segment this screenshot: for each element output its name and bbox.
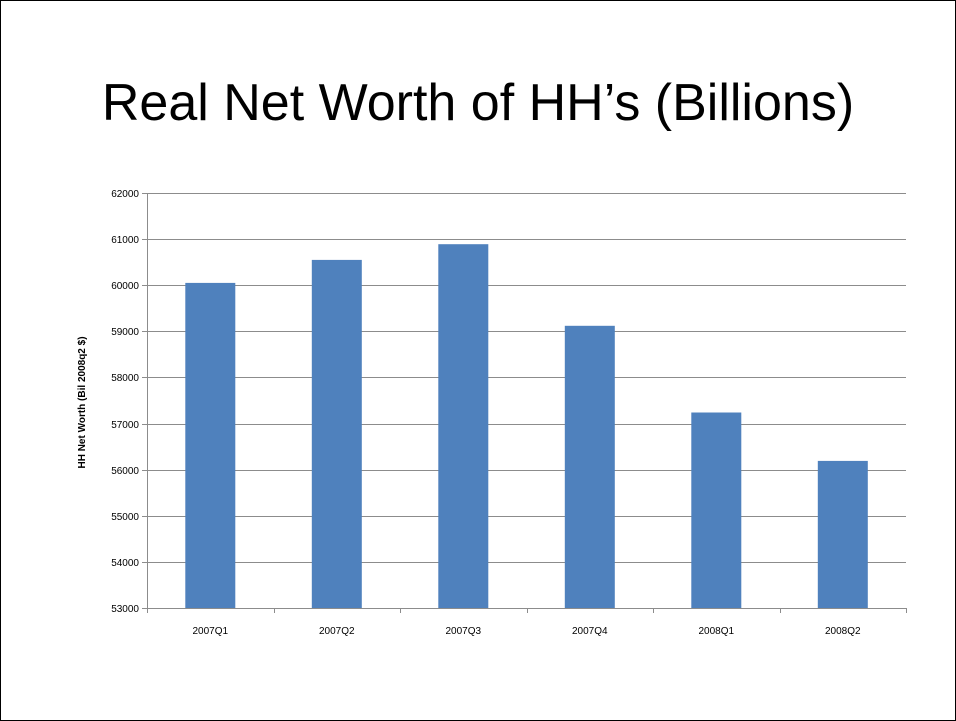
tick-labels: 53000 54000 55000 56000 57000 58000 59000 60000… bbox=[111, 189, 861, 637]
bar bbox=[691, 412, 742, 608]
y-tick-label: 54000 bbox=[111, 558, 139, 569]
x-tick-label: 2007Q4 bbox=[572, 626, 608, 637]
bar bbox=[311, 259, 362, 608]
y-tick-label: 59000 bbox=[111, 327, 139, 338]
y-tick-label: 53000 bbox=[111, 604, 139, 615]
y-tick-label: 57000 bbox=[111, 420, 139, 431]
bar bbox=[185, 282, 236, 608]
x-tick-label: 2007Q2 bbox=[319, 626, 355, 637]
bar bbox=[438, 244, 489, 608]
x-tick-label: 2007Q1 bbox=[193, 626, 229, 637]
y-tick-label: 62000 bbox=[111, 189, 139, 200]
y-tick-label: 60000 bbox=[111, 281, 139, 292]
slide-title: Real Net Worth of HH’s (Billions) bbox=[101, 74, 855, 132]
bar bbox=[817, 460, 868, 608]
x-tick-label: 2008Q1 bbox=[699, 626, 735, 637]
y-tick-label: 56000 bbox=[111, 466, 139, 477]
bar bbox=[564, 325, 615, 608]
y-tick-label: 55000 bbox=[111, 512, 139, 523]
y-tick-label: 61000 bbox=[111, 235, 139, 246]
y-tick-label: 58000 bbox=[111, 373, 139, 384]
x-tick-label: 2007Q3 bbox=[446, 626, 482, 637]
y-axis-title: HH Net Worth (Bil 2008q2 $) bbox=[77, 336, 88, 468]
axes bbox=[142, 193, 907, 613]
gridlines bbox=[147, 193, 906, 563]
bars bbox=[185, 244, 868, 608]
x-tick-label: 2008Q2 bbox=[825, 626, 861, 637]
